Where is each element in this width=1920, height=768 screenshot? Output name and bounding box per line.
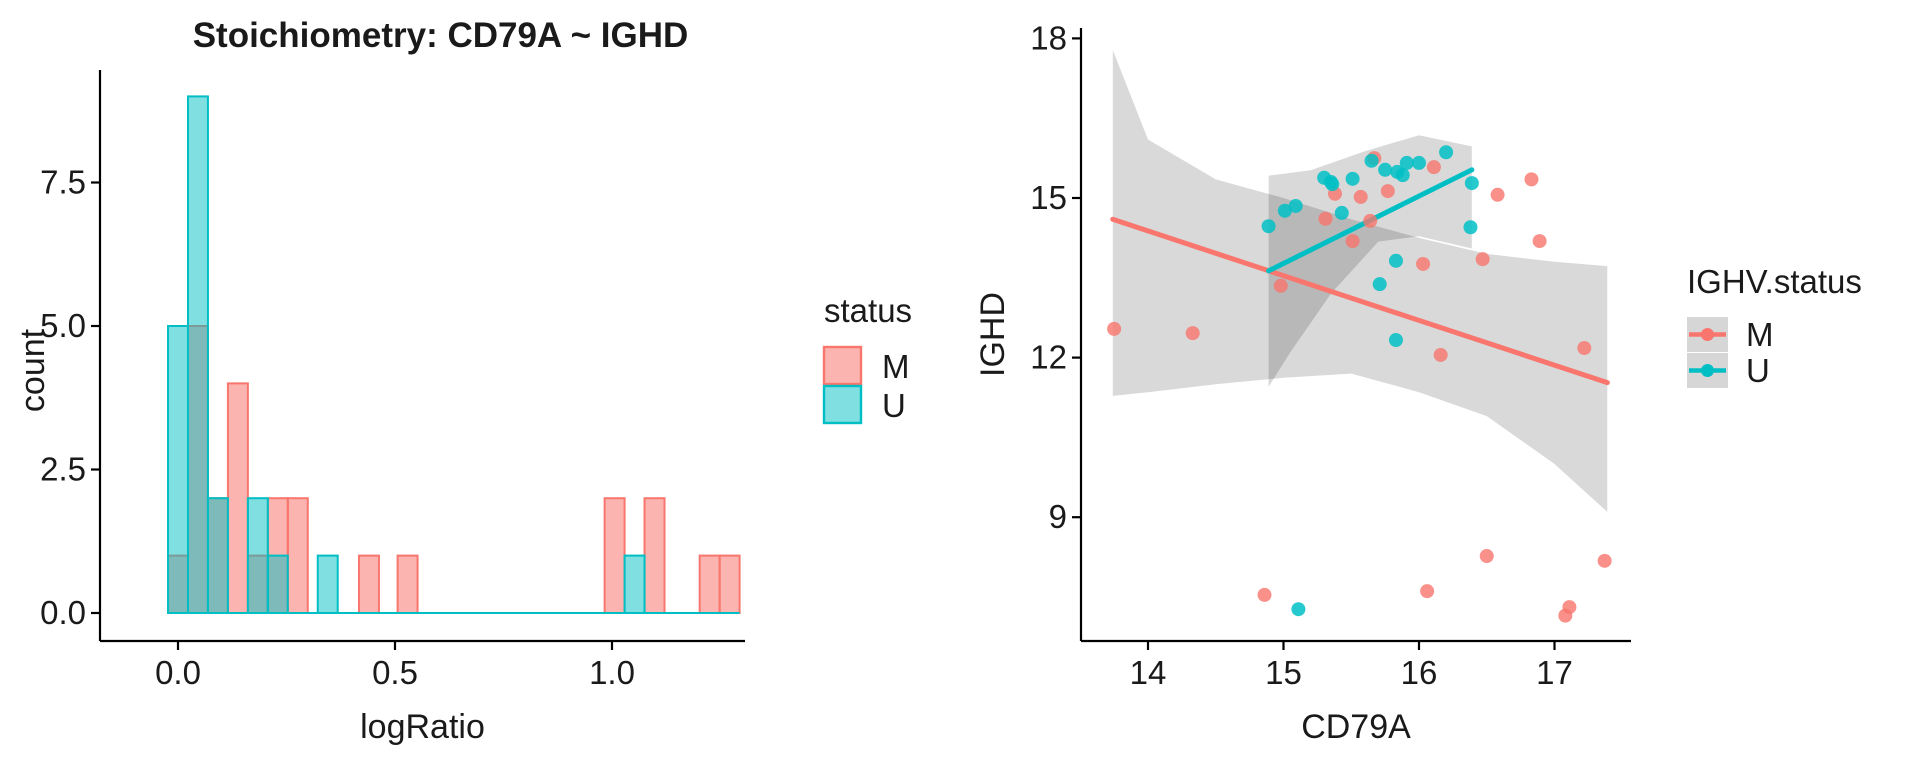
x-tick-label: 0.5 xyxy=(372,654,418,691)
hist-bar-u xyxy=(167,325,189,614)
hist-bar-u xyxy=(623,554,646,614)
legend-status-title: status xyxy=(824,292,912,329)
hist-bar-m xyxy=(643,497,666,615)
scatter-point-u xyxy=(1439,145,1454,160)
scatter-point-m xyxy=(1380,184,1395,199)
scatter-point-u xyxy=(1291,602,1306,617)
scatter-point-u xyxy=(1399,155,1414,170)
hist-y-axis-title: count xyxy=(14,328,52,412)
hist-bar-m xyxy=(718,554,741,614)
scatter-point-u xyxy=(1277,203,1292,218)
scatter-point-m xyxy=(1433,347,1448,362)
hist-bar-m xyxy=(603,497,626,615)
x-tick-label: 1.0 xyxy=(589,654,635,691)
y-tick-label: 9 xyxy=(1049,498,1067,535)
scatter-point-m xyxy=(1257,587,1272,602)
scatter-point-u xyxy=(1345,171,1360,186)
scatter-point-m xyxy=(1363,213,1378,228)
hist-x-axis-title: logRatio xyxy=(360,708,485,746)
hist-bar-u xyxy=(266,554,289,614)
x-tick-label: 14 xyxy=(1130,654,1167,691)
scatter-point-u xyxy=(1463,220,1478,235)
legend-key-m xyxy=(822,345,863,386)
legend-status-label-m: M xyxy=(882,348,910,385)
scatter-point-u xyxy=(1288,198,1303,213)
x-tick-label: 15 xyxy=(1265,654,1302,691)
hist-title: Stoichiometry: CD79A ~ IGHD xyxy=(193,16,689,55)
scatter-point-m xyxy=(1479,549,1494,564)
scatter-point-m xyxy=(1353,189,1368,204)
scatter-point-m xyxy=(1532,234,1547,249)
scatter-point-u xyxy=(1412,155,1426,170)
scatter-point-u xyxy=(1388,253,1403,268)
hist-bar-u xyxy=(206,497,229,615)
scatter-point-m xyxy=(1107,321,1122,336)
hist-bar-m xyxy=(357,554,380,614)
scatter-x-axis-title: CD79A xyxy=(1301,708,1411,746)
x-tick-label: 0.0 xyxy=(155,654,201,691)
scatter-point-m xyxy=(1273,278,1288,293)
scatter-point-m xyxy=(1577,341,1592,356)
scatter-point-u xyxy=(1395,168,1410,183)
legend-ighv-title: IGHV.status xyxy=(1687,263,1862,300)
confidence-band-m xyxy=(1112,50,1608,512)
scatter-y-axis-title: IGHD xyxy=(974,292,1012,377)
scatter-point-u xyxy=(1364,153,1379,168)
scatter-point-m xyxy=(1185,326,1200,341)
hist-bar-u xyxy=(316,554,339,614)
x-tick-label: 16 xyxy=(1401,654,1438,691)
scatter-point-m xyxy=(1420,584,1435,599)
y-tick-label: 5.0 xyxy=(40,307,86,344)
hist-bar-m xyxy=(286,497,309,615)
histogram-panel: 0.0 0.5 1.0 0.0 2.5 5.0 7.5 Stoichiometry: CD79… xyxy=(14,16,745,746)
legend-key-dot-m xyxy=(1701,328,1714,341)
scatter-point-u xyxy=(1372,277,1387,292)
confidence-band-u xyxy=(1268,135,1472,387)
x-tick-label: 17 xyxy=(1536,654,1573,691)
hist-bar-m xyxy=(226,382,249,614)
scatter-point-m xyxy=(1345,234,1360,249)
scatter-point-m xyxy=(1490,187,1505,202)
hist-bar-m xyxy=(396,554,419,614)
legend-status-label-u: U xyxy=(882,387,906,424)
scatter-point-u xyxy=(1388,333,1403,348)
scatter-point-m xyxy=(1524,172,1539,187)
legend-ighv-label-m: M xyxy=(1746,316,1774,353)
scatter-point-u xyxy=(1325,177,1340,192)
scatter-point-u xyxy=(1261,219,1276,234)
y-tick-label: 15 xyxy=(1030,179,1067,216)
legend-ighv-status: IGHV.status MU xyxy=(1687,263,1862,389)
regression-line-m xyxy=(1110,216,1610,386)
scatter-point-m xyxy=(1426,160,1441,175)
y-tick-label: 0.0 xyxy=(40,594,86,631)
scatter-point-m xyxy=(1562,600,1577,615)
scatter-point-m xyxy=(1475,252,1490,267)
scatter-point-m xyxy=(1416,256,1431,271)
legend-key-dot-u xyxy=(1701,364,1714,377)
y-tick-label: 2.5 xyxy=(40,451,86,488)
scatter-point-u xyxy=(1378,162,1393,177)
y-tick-label: 12 xyxy=(1030,339,1067,376)
y-tick-label: 18 xyxy=(1030,19,1067,56)
scatter-point-m xyxy=(1318,211,1333,226)
scatter-panel: 14 15 16 17 9 12 15 18 CD79A IGHD xyxy=(974,19,1631,746)
hist-bar-u xyxy=(186,95,209,614)
scatter-point-u xyxy=(1464,176,1479,191)
legend-status: status MU xyxy=(822,292,912,425)
hist-bar-u xyxy=(246,497,269,615)
legend-ighv-label-u: U xyxy=(1746,352,1770,389)
y-tick-label: 7.5 xyxy=(40,164,86,201)
scatter-point-m xyxy=(1597,553,1612,568)
scatter-point-u xyxy=(1334,205,1349,220)
legend-key-u xyxy=(822,384,863,425)
hist-bar-m xyxy=(698,554,721,614)
